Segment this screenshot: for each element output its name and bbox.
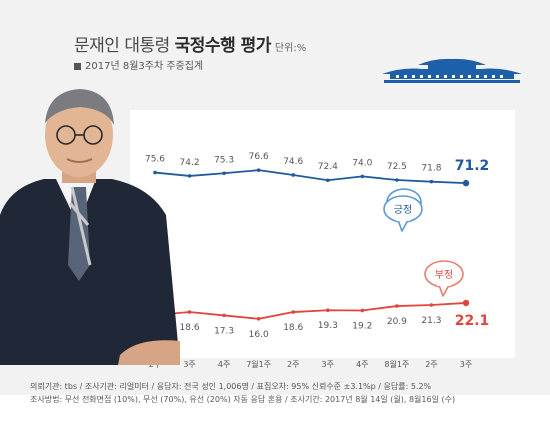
unit-label: 단위:% [274,43,307,54]
legend-negative-label: 부정 [435,269,453,281]
title-prefix: 문재인 대통령 [74,36,175,56]
negative-data-point [187,310,192,314]
negative-data-label: 19.2 [352,321,372,331]
footer-note: 의뢰기관: tbs / 조사기관: 리얼미터 / 응답자: 전국 성인 1,00… [30,380,455,406]
positive-data-point [360,174,365,179]
square-bullet-icon [74,62,81,70]
positive-data-label: 71.2 [455,158,490,174]
positive-data-label: 74.0 [352,158,372,168]
negative-data-point [222,313,226,318]
blue-house-icon [382,58,522,83]
positive-data-point [153,170,157,175]
positive-data-point [325,178,330,183]
positive-series-line [154,169,467,185]
negative-data-point [395,304,399,308]
plot-area [130,110,515,358]
footer-line-1: 의뢰기관: tbs / 조사기관: 리얼미터 / 응답자: 전국 성인 1,00… [30,382,432,391]
negative-data-label: 20.9 [387,317,407,327]
x-tick-label: 4주 [218,360,230,369]
x-tick-label: 2주 [425,360,437,369]
positive-data-point [429,179,434,184]
positive-data-point [395,178,399,182]
negative-data-label: 18.6 [180,323,200,333]
title-bold: 국정수행 평가 [174,36,272,56]
positive-data-point [256,168,261,172]
positive-data-point [462,179,470,187]
x-tick-label: 7월1주 [246,359,271,369]
positive-data-label: 76.6 [249,152,269,162]
negative-data-label: 21.3 [421,316,441,326]
footer-line-2: 조사방법: 무선 전화면접 (10%), 무선 (70%), 유선 (20%) … [30,395,456,404]
negative-legend-bubble: 부정 [424,260,464,297]
negative-data-point [256,317,261,321]
legend-positive-label: 긍정 [394,204,412,216]
x-tick-label: 4주 [356,360,368,369]
x-tick-label: 3주 [460,360,472,369]
negative-data-label: 22.1 [455,313,490,329]
negative-data-label: 19.3 [318,321,338,331]
negative-data-point [325,308,330,313]
positive-legend-bubble: 긍정 [383,188,423,232]
president-portrait-icon [0,89,180,365]
positive-data-label: 71.8 [421,164,441,174]
negative-data-label: 17.3 [214,326,234,336]
positive-data-label: 72.4 [318,162,338,172]
x-tick-label: 8월1주 [384,359,409,369]
positive-data-label: 75.3 [214,155,234,165]
positive-data-point [222,171,226,176]
x-tick-label: 2주 [287,360,299,369]
chart-subtitle: 2017년 8월3주차 주중집계 [74,57,203,72]
negative-data-label: 18.6 [283,323,303,333]
x-tick-label: 3주 [322,360,334,369]
positive-data-point [291,173,296,177]
negative-data-point [429,303,434,307]
subtitle-text: 2017년 8월3주차 주중집계 [85,61,204,72]
negative-data-point [291,310,296,314]
positive-data-label: 74.6 [283,157,303,167]
positive-data-point [187,174,192,178]
positive-data-label: 74.2 [180,158,200,168]
negative-data-point [360,308,365,313]
negative-series-line [154,302,467,320]
positive-data-label: 72.5 [387,162,407,172]
chart-title: 문재인 대통령 국정수행 평가 단위:% [74,31,306,56]
negative-data-point [462,299,470,307]
negative-data-label: 16.0 [249,330,269,340]
x-tick-label: 3주 [183,360,195,369]
positive-data-label: 75.6 [145,155,165,165]
